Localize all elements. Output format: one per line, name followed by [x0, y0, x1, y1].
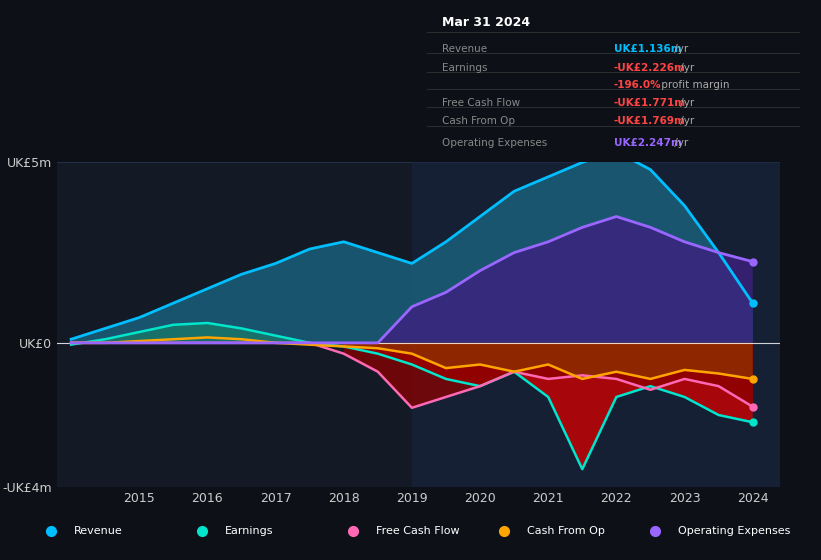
Text: -196.0%: -196.0% — [614, 80, 662, 90]
Text: Mar 31 2024: Mar 31 2024 — [442, 16, 530, 29]
Text: Earnings: Earnings — [225, 526, 273, 536]
Text: -UK£1.771m: -UK£1.771m — [614, 98, 686, 108]
Text: Cash From Op: Cash From Op — [527, 526, 605, 536]
Text: -UK£2.226m: -UK£2.226m — [614, 63, 686, 73]
Text: -UK£1.769m: -UK£1.769m — [614, 116, 686, 127]
Text: Free Cash Flow: Free Cash Flow — [442, 98, 520, 108]
Text: /yr: /yr — [671, 44, 688, 54]
Text: /yr: /yr — [671, 138, 688, 148]
Text: UK£2.247m: UK£2.247m — [614, 138, 681, 148]
Text: /yr: /yr — [677, 98, 695, 108]
Text: /yr: /yr — [677, 116, 695, 127]
Text: Earnings: Earnings — [442, 63, 488, 73]
Text: UK£1.136m: UK£1.136m — [614, 44, 681, 54]
Text: profit margin: profit margin — [658, 80, 730, 90]
Text: /yr: /yr — [677, 63, 695, 73]
Text: Revenue: Revenue — [442, 44, 487, 54]
Text: Operating Expenses: Operating Expenses — [442, 138, 547, 148]
Bar — [412, 162, 787, 487]
Text: Cash From Op: Cash From Op — [442, 116, 515, 127]
Text: Operating Expenses: Operating Expenses — [678, 526, 791, 536]
Text: Revenue: Revenue — [74, 526, 122, 536]
Text: Free Cash Flow: Free Cash Flow — [376, 526, 460, 536]
